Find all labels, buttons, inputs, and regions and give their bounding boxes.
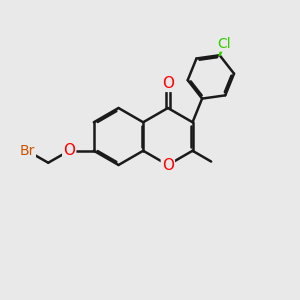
Text: O: O — [63, 143, 75, 158]
Text: O: O — [162, 158, 174, 172]
Text: O: O — [162, 76, 174, 91]
Text: Br: Br — [20, 144, 35, 158]
Text: Cl: Cl — [218, 37, 231, 50]
